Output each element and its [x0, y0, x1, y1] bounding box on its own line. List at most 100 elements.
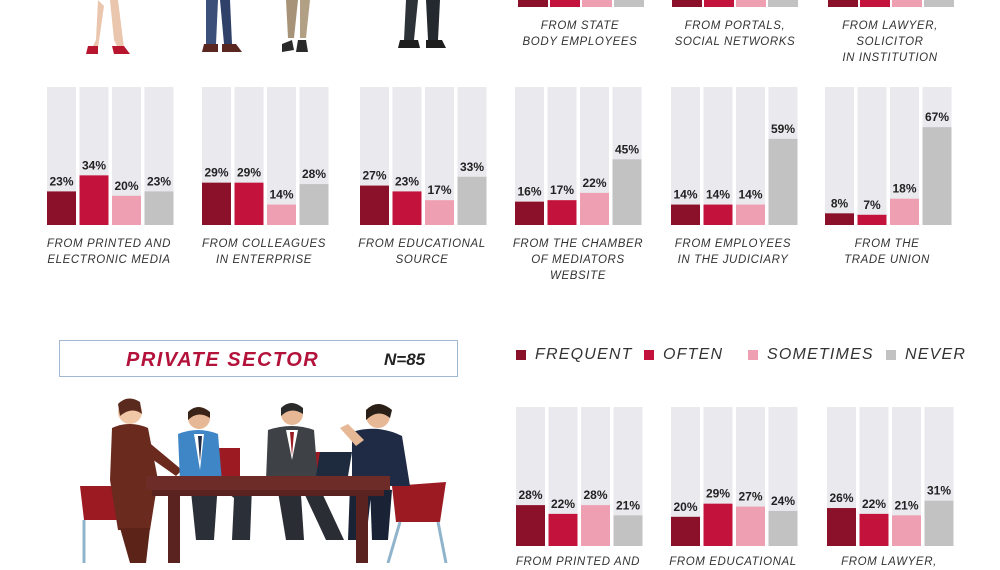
bar-chart-9: 26% 22% 21% 31% — [827, 407, 954, 546]
bar-chart-7: 28% 22% 28% 21% — [516, 407, 643, 546]
chart-caption-6: FROM THE TRADE UNION — [844, 238, 930, 266]
bar-never — [613, 515, 643, 546]
bar-sometimes — [112, 195, 141, 225]
chart-caption-1: FROM PRINTED AND ELECTRONIC MEDIA — [46, 238, 172, 266]
bar-value-label: 24% — [771, 494, 795, 508]
bar-track — [857, 87, 887, 225]
bar-often — [392, 191, 422, 225]
bar-sometimes — [890, 198, 919, 225]
bar-value-label: 59% — [771, 122, 795, 136]
legend: FREQUENT OFTEN SOMETIMES NEVER — [512, 346, 972, 370]
bar-sometimes — [425, 200, 454, 225]
legend-label-often: OFTEN — [663, 346, 724, 363]
meeting-illustration — [80, 398, 448, 563]
private-sector-header: PRIVATE SECTOR N=85 — [59, 340, 458, 377]
legend-item-frequent: FREQUENT — [516, 346, 633, 364]
people-standing-illustration — [86, 0, 446, 54]
bar-value-label: 17% — [550, 183, 574, 197]
bar-never — [457, 176, 487, 225]
top-caption-3: FROM LAWYER, SOLICITOR IN INSTITUTION — [842, 20, 938, 64]
bar-often — [703, 503, 733, 546]
bar-value-label: 22% — [582, 176, 606, 190]
bar-frequent — [827, 508, 856, 546]
bar-value-label: 28% — [302, 167, 326, 181]
bar-sometimes — [267, 204, 296, 225]
bar-value-label: 29% — [237, 166, 261, 180]
bar-value-label: 14% — [738, 188, 762, 202]
bar-chart-1: 23% 34% 20% 23% — [47, 87, 174, 225]
bar-value-label: 20% — [114, 179, 138, 193]
bar-value-label: 29% — [204, 166, 228, 180]
bar-sometimes — [736, 204, 765, 225]
bar-sometimes — [892, 515, 921, 546]
bar-often — [234, 182, 264, 225]
bar-often — [79, 175, 109, 225]
chart-caption-7: FROM PRINTED AND — [515, 556, 641, 568]
charts-layer: 23%34%20% 23%29% 29%14%28% 27% 23%17%33%16% 1… — [47, 87, 954, 546]
legend-swatch-frequent — [516, 350, 526, 360]
bar-never — [299, 184, 329, 225]
bar-value-label: 21% — [894, 498, 918, 512]
bar-value-label: 28% — [518, 488, 542, 502]
chart-caption-3: FROM EDUCATIONAL SOURCE — [358, 238, 486, 266]
chart-caption-4: FROM THE CHAMBER OF MEDIATORS WEBSITE — [512, 238, 644, 282]
legend-item-sometimes: SOMETIMES — [748, 346, 874, 364]
bar-frequent — [671, 516, 700, 546]
bar-never — [924, 500, 954, 546]
bar-track — [736, 87, 765, 225]
legend-label-frequent: FREQUENT — [535, 346, 633, 363]
bar-often — [859, 513, 889, 546]
bar-value-label: 7% — [863, 198, 881, 212]
chart-caption-8: FROM EDUCATIONAL — [669, 556, 797, 568]
bar-value-label: 20% — [673, 500, 697, 514]
bar-value-label: 21% — [616, 498, 640, 512]
bar-value-label: 27% — [738, 490, 762, 504]
top-cropped-charts — [518, 0, 954, 7]
bar-value-label: 18% — [892, 182, 916, 196]
bar-value-label: 23% — [147, 174, 171, 188]
bar-value-label: 14% — [673, 188, 697, 202]
bar-value-label: 23% — [395, 174, 419, 188]
legend-label-never: NEVER — [905, 346, 967, 363]
chart-caption-9: FROM LAWYER, — [841, 556, 937, 568]
bar-frequent — [516, 505, 545, 546]
bar-never — [612, 159, 642, 225]
bar-chart-2: 29% 29% 14% 28% — [202, 87, 329, 225]
chart-caption-5: FROM EMPLOYEES IN THE JUDICIARY — [674, 238, 792, 266]
legend-item-often: OFTEN — [644, 346, 723, 364]
bar-frequent — [515, 201, 544, 225]
bar-track — [825, 87, 854, 225]
bar-value-label: 31% — [927, 484, 951, 498]
bar-value-label: 16% — [517, 185, 541, 199]
bar-value-label: 22% — [862, 497, 886, 511]
legend-swatch-often — [644, 350, 654, 360]
bar-track — [703, 87, 733, 225]
bar-sometimes — [736, 506, 765, 546]
bar-often — [548, 513, 578, 546]
legend-swatch-never — [886, 350, 896, 360]
bar-track — [671, 87, 700, 225]
bar-sometimes — [581, 505, 610, 546]
top-caption-2: FROM PORTALS, SOCIAL NETWORKS — [674, 20, 796, 48]
bar-never — [922, 127, 952, 225]
bar-often — [547, 200, 577, 225]
bar-value-label: 27% — [362, 169, 386, 183]
bar-value-label: 22% — [551, 497, 575, 511]
bar-frequent — [47, 191, 76, 225]
bar-chart-3: 27% 23% 17% 33% — [360, 87, 487, 225]
bar-value-label: 14% — [706, 188, 730, 202]
bar-sometimes — [580, 192, 609, 225]
bar-value-label: 26% — [829, 491, 853, 505]
bar-value-label: 23% — [49, 174, 73, 188]
private-sector-title: PRIVATE SECTOR — [126, 349, 320, 371]
chart-caption-2: FROM COLLEAGUES IN ENTERPRISE — [201, 238, 327, 266]
bar-often — [703, 204, 733, 225]
bar-frequent — [825, 213, 854, 225]
bar-chart-5: 14% 14% 14% 59% — [671, 87, 798, 225]
top-caption-1: FROM STATE BODY EMPLOYEES — [522, 20, 638, 48]
bar-never — [768, 510, 798, 546]
legend-item-never: NEVER — [886, 346, 966, 364]
bar-value-label: 8% — [831, 196, 849, 210]
bar-value-label: 33% — [460, 160, 484, 174]
